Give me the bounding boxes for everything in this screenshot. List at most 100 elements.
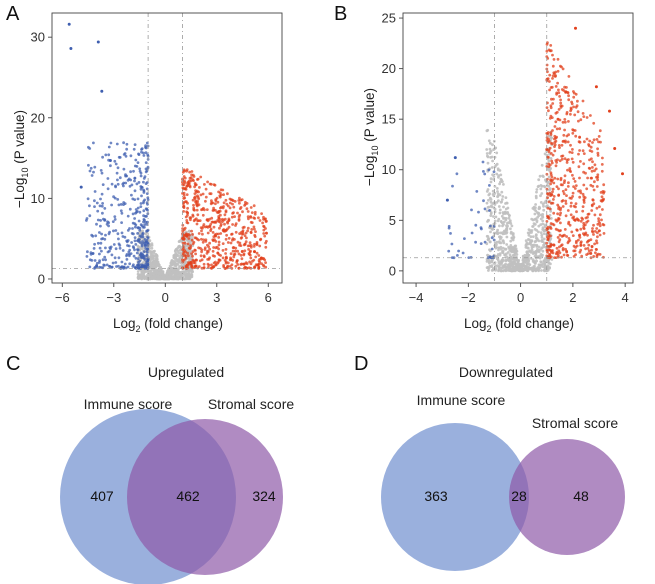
point-ns-b xyxy=(509,244,513,247)
point-up-b xyxy=(590,248,593,252)
point-up-b xyxy=(566,185,570,188)
point-down-a xyxy=(112,195,115,199)
point-up-b xyxy=(547,245,551,248)
point-down-a xyxy=(79,185,83,189)
point-up-a xyxy=(218,195,222,199)
point-up-b xyxy=(595,175,598,179)
point-down-a xyxy=(114,229,118,232)
point-up-b xyxy=(547,150,551,154)
point-ns-b xyxy=(495,201,499,204)
y-tick-label-b: 5 xyxy=(389,213,396,228)
point-up-b xyxy=(581,192,585,196)
point-up-b xyxy=(559,176,563,180)
point-up-a xyxy=(210,216,214,220)
point-up-a xyxy=(243,204,247,207)
point-up-b xyxy=(577,238,580,242)
point-up-a xyxy=(224,248,228,251)
point-up-a xyxy=(259,256,263,260)
point-down-a xyxy=(110,203,113,207)
point-up-a xyxy=(217,258,221,262)
point-ns-b xyxy=(512,250,516,254)
point-up-a xyxy=(204,195,208,199)
x-tick-label-a: −6 xyxy=(55,290,70,305)
point-ns-b xyxy=(542,237,546,241)
point-ns-b xyxy=(538,206,541,210)
point-up-a xyxy=(188,233,191,237)
point-down-a xyxy=(140,185,144,189)
point-down-a xyxy=(137,219,141,223)
point-up-a xyxy=(202,262,206,266)
point-ns-b xyxy=(502,205,505,209)
point-down-a xyxy=(88,265,92,269)
point-up-b xyxy=(557,217,561,221)
point-up-b xyxy=(579,191,583,195)
point-up-a xyxy=(187,179,191,183)
point-up-b xyxy=(573,187,577,190)
point-down-a xyxy=(93,242,96,246)
point-ns-b xyxy=(530,239,534,243)
point-up-a xyxy=(232,255,236,259)
point-ns-a xyxy=(150,242,154,246)
point-up-b xyxy=(586,247,590,250)
point-up-a xyxy=(258,260,261,264)
point-up-a xyxy=(216,261,220,265)
point-up-a xyxy=(189,262,193,265)
point-up-a xyxy=(185,169,189,173)
y-tick-label-a: 20 xyxy=(31,110,45,125)
point-down-a xyxy=(101,258,105,262)
point-down-b xyxy=(487,168,491,172)
point-up-b xyxy=(564,90,568,94)
point-up-a xyxy=(237,199,241,202)
point-up-b xyxy=(547,236,551,239)
point-down-a xyxy=(140,242,144,246)
point-up-a xyxy=(246,226,250,230)
point-up-b xyxy=(551,77,554,80)
point-down-b xyxy=(488,255,492,259)
point-down-a xyxy=(95,222,98,226)
point-down-a xyxy=(122,141,125,145)
point-ns-b xyxy=(547,181,550,184)
point-down-b xyxy=(488,224,492,228)
point-up-a xyxy=(195,222,199,226)
point-ns-a xyxy=(159,270,163,274)
point-down-a xyxy=(92,170,95,174)
point-up-b xyxy=(557,108,561,111)
point-up-b xyxy=(555,185,559,189)
point-up-a xyxy=(228,201,232,205)
point-up-b xyxy=(582,226,585,230)
point-down-a xyxy=(146,196,150,200)
point-up-b xyxy=(566,168,569,172)
point-up-b xyxy=(590,169,594,173)
point-down-a xyxy=(132,254,136,258)
venn-count-stromal-only-d: 48 xyxy=(573,488,589,504)
point-ns-a xyxy=(190,270,194,274)
point-up-a xyxy=(199,175,203,179)
point-down-b xyxy=(492,170,496,174)
point-down-a xyxy=(109,245,113,249)
point-up-b xyxy=(552,58,556,61)
point-up-b xyxy=(556,212,559,216)
point-up-b xyxy=(591,227,594,230)
point-down-a xyxy=(133,239,137,243)
point-up-b xyxy=(549,171,553,175)
point-down-a xyxy=(146,153,150,157)
point-up-a xyxy=(226,264,230,268)
point-down-a xyxy=(134,211,137,215)
point-ns-b xyxy=(491,228,494,231)
point-down-a xyxy=(123,152,127,155)
point-up-a xyxy=(197,190,201,194)
point-up-b xyxy=(596,147,599,151)
point-down-a xyxy=(134,208,138,211)
point-up-a xyxy=(181,258,184,262)
point-down-a xyxy=(99,241,103,245)
point-up-b xyxy=(568,196,572,200)
point-down-a xyxy=(90,233,94,237)
y-axis-title-b: −Log10 (P value) xyxy=(362,88,380,186)
point-up-a xyxy=(200,250,204,254)
point-up-a xyxy=(181,254,185,257)
point-ns-b xyxy=(550,258,554,261)
point-up-b xyxy=(560,157,564,161)
point-down-a xyxy=(113,218,117,221)
point-up-a xyxy=(239,206,243,209)
point-up-a xyxy=(249,230,253,234)
